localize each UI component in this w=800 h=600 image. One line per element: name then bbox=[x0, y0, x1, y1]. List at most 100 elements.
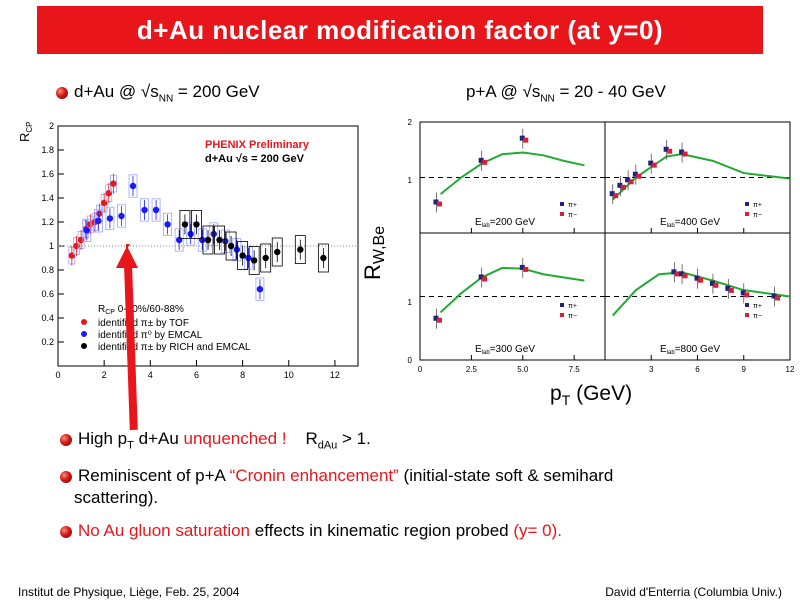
pi-minus-point bbox=[674, 271, 680, 277]
xtick-label: 0 bbox=[55, 370, 60, 380]
xtick-label: 12 bbox=[330, 370, 340, 380]
legend-item-emcal: identified π⁰ by EMCAL bbox=[81, 330, 203, 341]
bullet-icon bbox=[60, 433, 72, 446]
model-curve bbox=[439, 151, 585, 195]
ytick-label: 1.4 bbox=[41, 193, 54, 203]
legend-pi-plus-label: π+ bbox=[753, 202, 762, 209]
ytick-label: 1.6 bbox=[41, 169, 54, 179]
data-point bbox=[250, 257, 258, 264]
energy-label: d+Au √s = 200 GeV bbox=[205, 153, 305, 165]
pi-plus-point bbox=[519, 264, 525, 270]
legend-pi-minus-label: π− bbox=[568, 212, 577, 219]
data-point bbox=[175, 236, 183, 244]
legend-pi-minus-label: π− bbox=[753, 313, 762, 320]
xtick-label: 6 bbox=[194, 370, 199, 380]
xtick-label: 2 bbox=[102, 370, 107, 380]
data-point bbox=[210, 230, 217, 238]
pi-minus-point bbox=[523, 266, 529, 272]
ytick-label: 2 bbox=[49, 121, 54, 131]
pi-plus-point bbox=[679, 149, 685, 155]
legend-pi-minus-label: π− bbox=[753, 212, 762, 219]
data-point bbox=[110, 180, 117, 187]
bullet-3: No Au gluon saturation effects in kinema… bbox=[60, 520, 562, 542]
syst-box bbox=[209, 222, 219, 246]
bullet-icon bbox=[60, 525, 72, 538]
pi-minus-point bbox=[698, 277, 703, 283]
data-point bbox=[297, 246, 304, 253]
xtick-label: 5.0 bbox=[517, 365, 529, 374]
data-point bbox=[227, 242, 235, 250]
xtick-label: 8 bbox=[240, 370, 245, 380]
data-point bbox=[204, 236, 212, 244]
legend-pi-minus-marker bbox=[745, 313, 749, 317]
pi-minus-point bbox=[523, 137, 529, 143]
ytick-label: 1.8 bbox=[41, 145, 54, 155]
syst-box bbox=[151, 198, 161, 222]
data-point bbox=[106, 215, 114, 222]
legend-item-rich: identified π± by RICH and EMCAL bbox=[81, 342, 251, 353]
pi-minus-point bbox=[744, 292, 750, 298]
pi-plus-point bbox=[709, 280, 715, 286]
data-point bbox=[95, 217, 102, 224]
legend-pi-plus-marker bbox=[745, 303, 749, 307]
ytick-label: 0.4 bbox=[41, 313, 54, 323]
pi-minus-point bbox=[775, 295, 781, 301]
legend-pi-minus-marker bbox=[745, 212, 749, 216]
xtick-label: 10 bbox=[284, 370, 294, 380]
syst-box bbox=[93, 209, 103, 233]
data-point bbox=[262, 254, 269, 262]
syst-box bbox=[294, 235, 306, 264]
data-point bbox=[68, 252, 76, 259]
xtick-label: 3 bbox=[649, 365, 654, 374]
syst-box bbox=[140, 198, 149, 222]
ytick-label: 0.8 bbox=[41, 265, 54, 275]
data-point bbox=[216, 236, 223, 244]
syst-box bbox=[117, 204, 126, 228]
title-bar: d+Au nuclear modification factor (at y=0… bbox=[37, 6, 763, 54]
legend-pi-plus-marker bbox=[745, 202, 749, 206]
xtick-label: 9 bbox=[742, 365, 747, 374]
syst-box bbox=[191, 210, 202, 239]
rwbe-ylabel: RW,Be bbox=[360, 226, 388, 280]
syst-box bbox=[248, 245, 260, 275]
data-point bbox=[164, 221, 171, 228]
pi-minus-point bbox=[436, 317, 442, 323]
rcp-ylabel: RCP bbox=[18, 121, 34, 142]
ytick-label: 1 bbox=[49, 241, 54, 251]
legend-pi-plus-label: π+ bbox=[753, 303, 762, 310]
pi-minus-point bbox=[713, 282, 719, 288]
pi-plus-point bbox=[679, 271, 685, 277]
syst-box bbox=[271, 237, 283, 267]
svg-text:identified π± by RICH and EMCA: identified π± by RICH and EMCAL bbox=[98, 342, 251, 353]
phenix-label: PHENIX Preliminary bbox=[205, 139, 310, 151]
left-subtitle: d+Au @ √sNN = 200 GeV bbox=[56, 82, 260, 104]
model-curve bbox=[439, 266, 585, 314]
ytick-label: 1 bbox=[408, 298, 413, 307]
bullet-1: High pT d+Au unquenched ! RdAu > 1. bbox=[60, 428, 371, 456]
ytick-label: 0 bbox=[408, 356, 413, 365]
bullet-icon bbox=[60, 470, 72, 483]
pi-plus-point bbox=[725, 285, 731, 291]
svg-text:identified π⁰ by EMCAL: identified π⁰ by EMCAL bbox=[98, 330, 203, 341]
data-point bbox=[239, 252, 246, 259]
ytick-label: 2 bbox=[408, 118, 413, 127]
syst-box bbox=[255, 277, 265, 301]
pi-minus-point bbox=[651, 162, 657, 168]
xtick-label: 2.5 bbox=[466, 365, 478, 374]
svg-text:identified π± by TOF: identified π± by TOF bbox=[98, 318, 189, 329]
legend-header: RCP 0-20%/60-88% bbox=[98, 304, 184, 316]
legend-pi-minus-label: π− bbox=[568, 313, 577, 320]
legend-pi-minus-marker bbox=[560, 313, 564, 317]
syst-box bbox=[105, 206, 115, 230]
data-point bbox=[129, 182, 137, 190]
xtick-label: 0 bbox=[418, 365, 423, 374]
syst-box bbox=[317, 243, 329, 273]
pi-minus-point bbox=[682, 151, 688, 157]
pi-minus-point bbox=[482, 276, 488, 282]
panel-energy-label: Elab=300 GeV bbox=[475, 344, 535, 356]
pi-minus-point bbox=[482, 159, 488, 165]
legend-pi-minus-marker bbox=[560, 212, 564, 216]
pt-xlabel: pT (GeV) bbox=[550, 382, 632, 408]
syst-box bbox=[186, 222, 196, 246]
data-point bbox=[193, 221, 200, 228]
